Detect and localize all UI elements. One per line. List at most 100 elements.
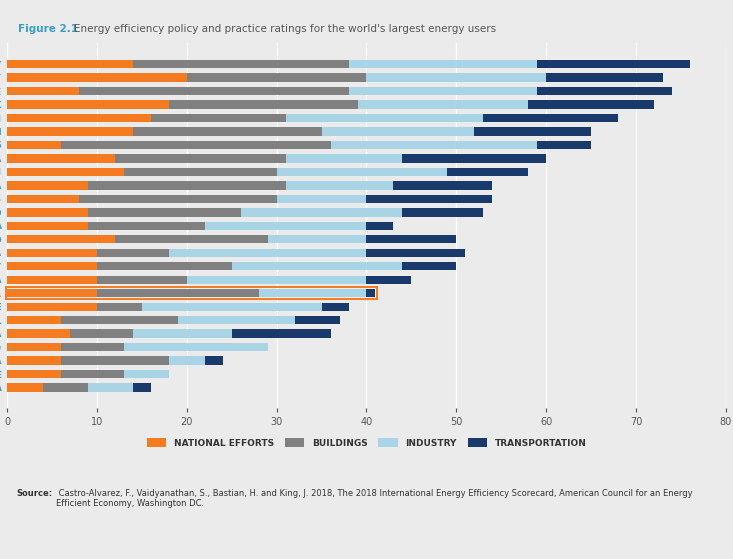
Bar (483, 114, 618, 122)
Bar (7, 208, 88, 216)
Bar (7, 357, 61, 365)
Bar (447, 168, 528, 176)
Bar (7, 181, 88, 190)
Bar (142, 302, 322, 311)
Bar (537, 87, 671, 95)
Bar (528, 101, 654, 109)
Bar (402, 154, 546, 163)
Legend: NATIONAL EFFORTS, BUILDINGS, INDUSTRY, TRANSPORTATION: NATIONAL EFFORTS, BUILDINGS, INDUSTRY, T… (142, 434, 591, 452)
Bar (178, 316, 295, 324)
Bar (97, 262, 232, 271)
Bar (205, 357, 223, 365)
Bar (7, 154, 115, 163)
Bar (7, 249, 97, 257)
Bar (79, 195, 277, 203)
Bar (97, 302, 142, 311)
Bar (286, 181, 394, 190)
Bar (97, 249, 169, 257)
Bar (276, 168, 447, 176)
Bar (7, 262, 97, 271)
Bar (187, 276, 366, 284)
Bar (331, 141, 537, 149)
Bar (205, 222, 366, 230)
Bar (97, 276, 187, 284)
Bar (7, 141, 61, 149)
Bar (7, 383, 43, 392)
Bar (151, 114, 286, 122)
Bar (133, 329, 232, 338)
Bar (259, 289, 366, 297)
Bar (7, 302, 97, 311)
Bar (169, 101, 358, 109)
Bar (7, 329, 70, 338)
Bar (7, 289, 97, 297)
Bar (276, 195, 366, 203)
Bar (88, 181, 286, 190)
Bar (7, 235, 115, 244)
Bar (169, 249, 366, 257)
Bar (7, 127, 133, 136)
Bar (115, 235, 268, 244)
Bar (7, 114, 151, 122)
Text: Castro-Alvarez, F., Vaidyanathan, S., Bastian, H. and King, J. 2018, The 2018 In: Castro-Alvarez, F., Vaidyanathan, S., Ba… (56, 489, 693, 508)
Bar (366, 73, 546, 82)
Bar (7, 101, 169, 109)
Bar (133, 60, 348, 68)
Bar (7, 276, 97, 284)
Bar (133, 383, 151, 392)
Bar (7, 222, 88, 230)
Bar (43, 383, 88, 392)
Bar (348, 60, 537, 68)
Bar (402, 208, 483, 216)
Bar (7, 370, 61, 378)
Bar (88, 222, 205, 230)
Bar (232, 329, 331, 338)
Bar (70, 329, 133, 338)
Bar (322, 127, 474, 136)
Bar (366, 222, 394, 230)
Bar (124, 343, 268, 351)
Bar (7, 316, 61, 324)
Bar (61, 370, 124, 378)
Bar (169, 357, 205, 365)
Text: Source:: Source: (16, 489, 52, 498)
Bar (366, 276, 411, 284)
Bar (61, 343, 124, 351)
Bar (61, 357, 169, 365)
Bar (366, 235, 456, 244)
Bar (124, 168, 277, 176)
Bar (402, 262, 456, 271)
Bar (474, 127, 591, 136)
Bar (286, 114, 483, 122)
Bar (7, 73, 187, 82)
Bar (286, 154, 402, 163)
Bar (124, 370, 169, 378)
Bar (394, 181, 492, 190)
Bar (88, 383, 133, 392)
Bar (6, 287, 377, 299)
Bar (7, 343, 61, 351)
Bar (7, 60, 133, 68)
Bar (358, 101, 528, 109)
Text: Figure 2.1: Figure 2.1 (18, 24, 78, 34)
Bar (7, 168, 124, 176)
Bar (133, 127, 322, 136)
Bar (268, 235, 366, 244)
Bar (79, 87, 348, 95)
Bar (366, 289, 375, 297)
Bar (7, 195, 79, 203)
Bar (348, 87, 537, 95)
Bar (61, 316, 178, 324)
Bar (88, 208, 240, 216)
Bar (537, 60, 690, 68)
Bar (322, 302, 348, 311)
Bar (232, 262, 402, 271)
Bar (295, 316, 339, 324)
Bar (7, 87, 79, 95)
Bar (366, 249, 465, 257)
Bar (537, 141, 591, 149)
Bar (61, 141, 331, 149)
Bar (187, 73, 366, 82)
Bar (240, 208, 402, 216)
Bar (366, 195, 492, 203)
